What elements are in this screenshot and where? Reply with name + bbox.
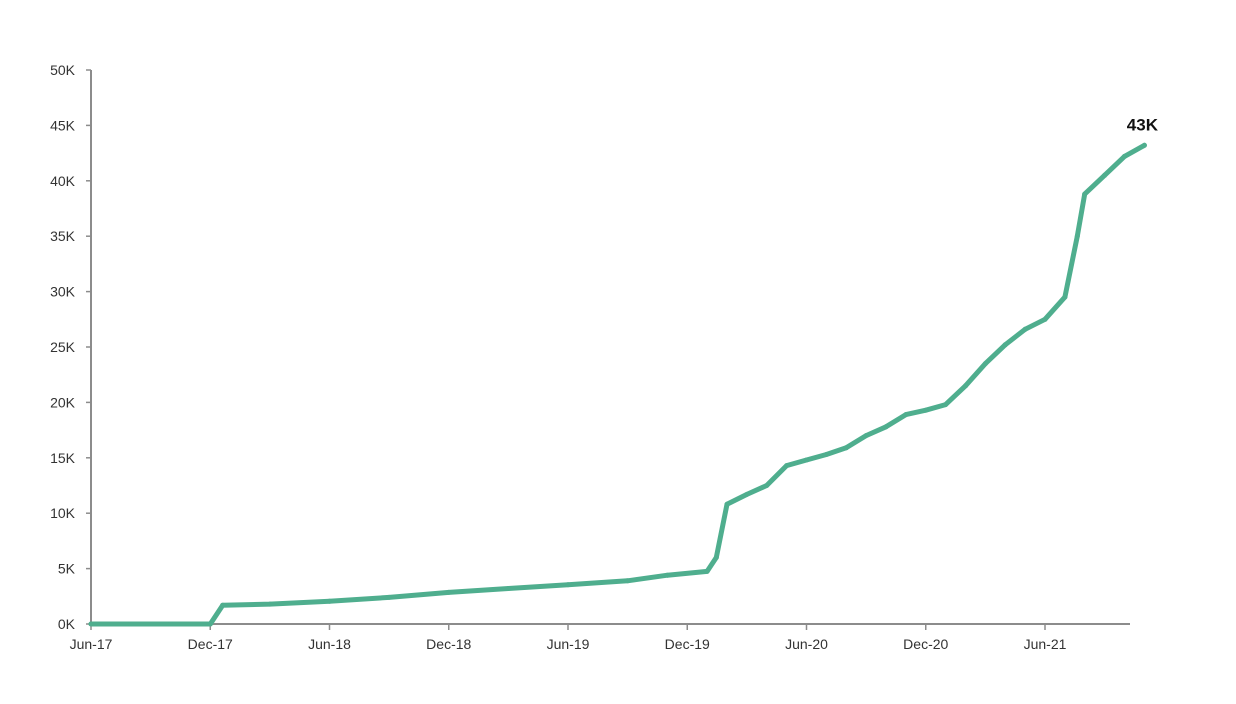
data-point (943, 402, 949, 408)
data-point (168, 621, 173, 627)
data-point (982, 361, 988, 367)
x-tick-label: Dec-17 (188, 636, 233, 652)
plot-area (88, 142, 1147, 627)
x-tick-label: Dec-18 (426, 636, 471, 652)
data-point (1102, 172, 1108, 178)
y-tick-label: 5K (58, 561, 76, 577)
data-point (744, 491, 750, 497)
y-tick-label: 40K (50, 173, 76, 189)
data-point (505, 586, 511, 591)
y-tick-label: 35K (50, 228, 76, 244)
end-value-label: 43K (1127, 115, 1159, 134)
data-point (863, 433, 869, 439)
data-point (963, 383, 968, 389)
data-point (267, 601, 273, 607)
data-point (446, 589, 452, 595)
data-point (784, 463, 790, 469)
data-point (565, 582, 571, 588)
x-tick-label: Dec-20 (903, 636, 948, 652)
data-point (883, 424, 889, 430)
data-point (88, 621, 94, 627)
data-point (128, 621, 134, 627)
y-axis: 0K 5K 10K 15K 20K 25K 30K 35K 40K 45K 50K (50, 62, 92, 632)
data-point (1082, 191, 1088, 197)
data-point (1022, 326, 1028, 332)
data-point (724, 501, 730, 507)
x-tick-label: Jun-18 (308, 636, 351, 652)
data-point (843, 445, 849, 451)
cumulative-series-line (88, 142, 1147, 627)
data-point (1002, 342, 1008, 348)
data-point (1141, 142, 1147, 148)
x-tick-label: Jun-20 (785, 636, 828, 652)
data-point (704, 568, 710, 574)
data-point (1074, 233, 1080, 239)
data-point (625, 578, 631, 584)
data-point (386, 594, 392, 600)
y-tick-label: 30K (50, 284, 76, 300)
data-point (1042, 316, 1048, 322)
x-tick-label: Jun-19 (547, 636, 590, 652)
data-point (903, 412, 909, 418)
y-tick-label: 25K (50, 339, 76, 355)
y-tick-label: 20K (50, 394, 76, 410)
y-tick-label: 10K (50, 505, 76, 521)
data-point (804, 457, 809, 463)
data-point (207, 621, 213, 627)
y-tick-label: 45K (50, 117, 76, 133)
y-tick-label: 15K (50, 450, 76, 466)
data-point (923, 407, 929, 413)
data-point (327, 598, 332, 604)
data-point (764, 483, 770, 488)
data-point (664, 572, 670, 578)
data-point (713, 555, 719, 560)
annotation-layer: 43K (1127, 115, 1159, 134)
y-tick-label: 50K (50, 62, 76, 78)
data-point (1062, 294, 1068, 300)
x-axis: Jun-17 Dec-17 Jun-18 Dec-18 Jun-19 Dec-19 Jun-… (70, 623, 1130, 652)
x-tick-label: Jun-17 (70, 636, 113, 652)
data-point (823, 452, 829, 457)
data-point (1122, 153, 1127, 159)
x-tick-label: Jun-21 (1024, 636, 1067, 652)
data-point (220, 602, 226, 608)
y-tick-label: 0K (58, 616, 76, 632)
x-tick-label: Dec-19 (665, 636, 710, 652)
